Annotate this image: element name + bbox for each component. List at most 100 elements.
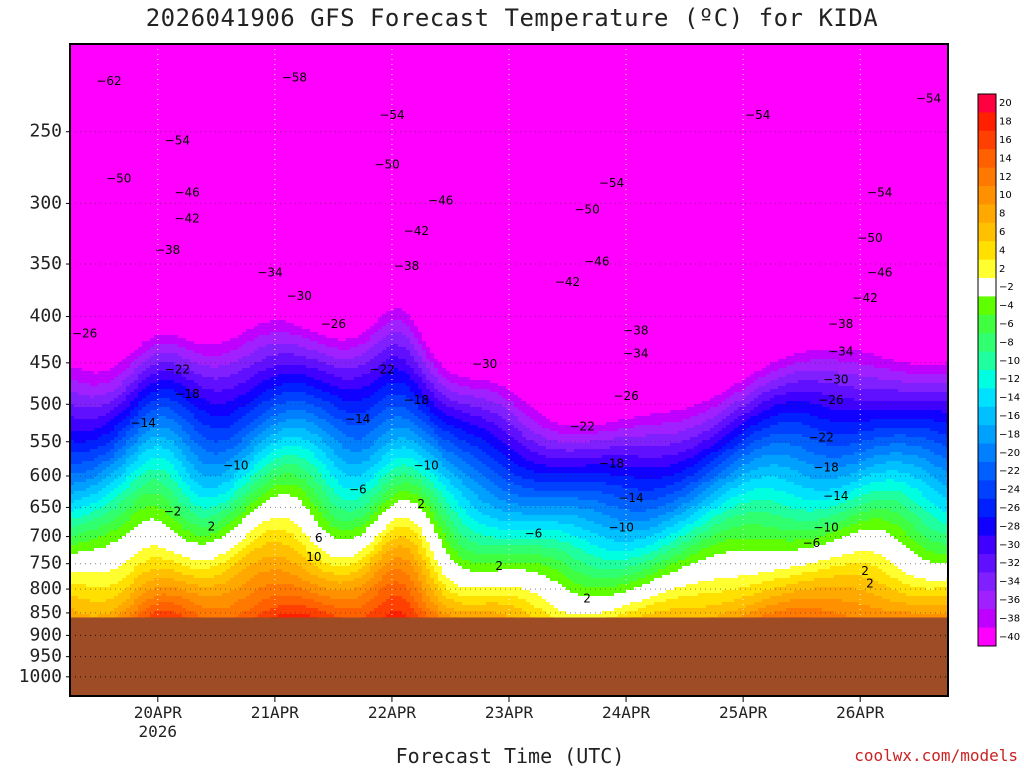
contour-label: 2 bbox=[583, 591, 591, 605]
y-tick-label: 450 bbox=[29, 352, 62, 373]
x-tick-label: 25APR bbox=[719, 703, 768, 722]
contour-label: −26 bbox=[818, 393, 843, 407]
y-tick-label: 950 bbox=[29, 646, 62, 667]
y-tick-label: 250 bbox=[29, 121, 62, 142]
contour-label: −18 bbox=[599, 456, 624, 470]
source-credit: coolwx.com/models bbox=[854, 746, 1018, 765]
y-tick-label: 350 bbox=[29, 253, 62, 274]
contour-label: −54 bbox=[379, 108, 404, 122]
contour-label: −54 bbox=[867, 185, 892, 199]
contour-label: −54 bbox=[745, 108, 770, 122]
contour-label: −46 bbox=[584, 254, 609, 268]
colorbar-label: 14 bbox=[999, 153, 1012, 164]
contour-label: −46 bbox=[428, 193, 453, 207]
x-tick-label: 21APR bbox=[251, 703, 300, 722]
y-tick-label: 850 bbox=[29, 602, 62, 623]
colorbar-swatch bbox=[978, 131, 996, 150]
colorbar-swatch bbox=[978, 223, 996, 242]
contour-label: −30 bbox=[472, 357, 497, 371]
colorbar-swatch bbox=[978, 517, 996, 536]
colorbar: 2018161412108642−2−4−6−8−10−12−14−16−18−… bbox=[978, 94, 1020, 647]
colorbar-swatch bbox=[978, 94, 996, 113]
contour-label: 2 bbox=[417, 497, 425, 511]
contour-label: −42 bbox=[404, 224, 429, 238]
contour-label: −50 bbox=[106, 172, 131, 186]
colorbar-swatch bbox=[978, 204, 996, 223]
colorbar-swatch bbox=[978, 536, 996, 555]
colorbar-swatch bbox=[978, 591, 996, 610]
terrain-layer bbox=[70, 618, 948, 696]
colorbar-swatch bbox=[978, 112, 996, 131]
colorbar-swatch bbox=[978, 278, 996, 297]
contour-label: −54 bbox=[165, 134, 190, 148]
contour-label: −18 bbox=[813, 461, 838, 475]
contour-label: −46 bbox=[867, 265, 892, 279]
contour-label: −14 bbox=[823, 489, 848, 503]
contour-label: 6 bbox=[315, 531, 323, 545]
contour-label: −14 bbox=[345, 412, 370, 426]
contour-label: −6 bbox=[803, 536, 821, 550]
contour-label: −6 bbox=[349, 483, 367, 497]
colorbar-swatch bbox=[978, 444, 996, 463]
contour-label: −38 bbox=[394, 259, 419, 273]
colorbar-label: 20 bbox=[999, 98, 1012, 109]
colorbar-swatch bbox=[978, 186, 996, 205]
y-tick-label: 1000 bbox=[19, 666, 62, 687]
colorbar-label: −26 bbox=[999, 503, 1020, 514]
colorbar-swatch bbox=[978, 388, 996, 407]
x-tick-sublabel: 2026 bbox=[139, 722, 178, 741]
contour-label: −42 bbox=[852, 291, 877, 305]
contour-label: −14 bbox=[618, 491, 643, 505]
contour-label: −38 bbox=[828, 317, 853, 331]
colorbar-label: −22 bbox=[999, 466, 1020, 477]
contour-label: −50 bbox=[374, 157, 399, 171]
colorbar-swatch bbox=[978, 352, 996, 371]
y-tick-label: 500 bbox=[29, 393, 62, 414]
contour-label: −26 bbox=[72, 326, 97, 340]
colorbar-swatch bbox=[978, 168, 996, 187]
colorbar-label: −36 bbox=[999, 595, 1020, 606]
contour-label: −50 bbox=[574, 202, 599, 216]
contour-label: −34 bbox=[828, 345, 853, 359]
contour-label: −46 bbox=[174, 185, 199, 199]
contour-label: 2 bbox=[866, 577, 874, 591]
colorbar-swatch bbox=[978, 241, 996, 260]
contour-label: −2 bbox=[164, 505, 182, 519]
colorbar-label: 2 bbox=[999, 264, 1005, 275]
colorbar-swatch bbox=[978, 609, 996, 628]
contour-label: −26 bbox=[321, 317, 346, 331]
contour-label: −58 bbox=[282, 70, 307, 84]
colorbar-label: −6 bbox=[999, 319, 1014, 330]
colorbar-label: 10 bbox=[999, 190, 1012, 201]
colorbar-label: −24 bbox=[999, 485, 1020, 496]
colorbar-label: −16 bbox=[999, 411, 1020, 422]
colorbar-swatch bbox=[978, 480, 996, 499]
colorbar-swatch bbox=[978, 425, 996, 444]
contour-label: −22 bbox=[165, 362, 190, 376]
x-tick-label: 24APR bbox=[602, 703, 651, 722]
colorbar-swatch bbox=[978, 370, 996, 389]
y-tick-label: 700 bbox=[29, 526, 62, 547]
colorbar-swatch bbox=[978, 407, 996, 426]
colorbar-swatch bbox=[978, 499, 996, 518]
colorbar-label: 16 bbox=[999, 135, 1012, 146]
colorbar-swatch bbox=[978, 462, 996, 481]
contour-label: 2 bbox=[208, 519, 216, 533]
y-tick-label: 600 bbox=[29, 465, 62, 486]
colorbar-label: 8 bbox=[999, 209, 1005, 220]
x-axis-title: Forecast Time (UTC) bbox=[380, 744, 640, 768]
colorbar-label: −34 bbox=[999, 577, 1020, 588]
contour-label: −30 bbox=[823, 372, 848, 386]
colorbar-label: −38 bbox=[999, 613, 1020, 624]
y-tick-label: 400 bbox=[29, 306, 62, 327]
contour-label: −10 bbox=[813, 521, 838, 535]
colorbar-swatch bbox=[978, 333, 996, 352]
colorbar-label: −30 bbox=[999, 540, 1020, 551]
colorbar-label: −12 bbox=[999, 374, 1020, 385]
x-tick-label: 22APR bbox=[368, 703, 417, 722]
contour-label: −22 bbox=[570, 420, 595, 434]
colorbar-label: −32 bbox=[999, 558, 1020, 569]
y-tick-label: 900 bbox=[29, 624, 62, 645]
